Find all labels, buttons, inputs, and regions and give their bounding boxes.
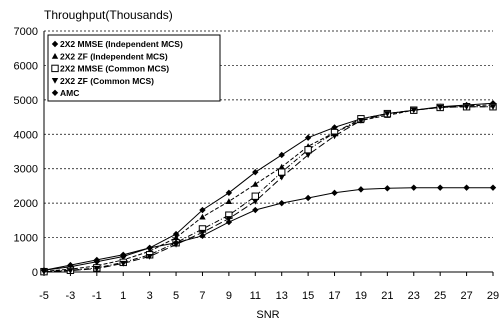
data-point	[489, 104, 497, 110]
data-point	[252, 181, 259, 187]
grid	[44, 30, 493, 238]
x-tick-label: 17	[328, 290, 340, 302]
data-point	[278, 151, 285, 159]
legend-marker	[51, 78, 59, 84]
data-point	[463, 184, 470, 191]
y-tick-label: 2000	[14, 198, 38, 210]
legend-label: 2X2 ZF (Independent MCS)	[60, 51, 168, 61]
chart-title: Throughput(Thousands)	[44, 8, 173, 22]
x-tick-label: 25	[434, 290, 446, 302]
legend-box	[47, 34, 221, 102]
legend-label: 2X2 ZF (Common MCS)	[60, 76, 154, 86]
legend: 2X2 MMSE (Independent MCS) 2X2 ZF (Indepe…	[47, 34, 221, 102]
data-point	[199, 206, 206, 214]
data-point	[384, 185, 391, 192]
data-point	[357, 186, 365, 193]
data-point	[278, 174, 285, 181]
data-point	[225, 189, 233, 197]
data-point	[463, 104, 470, 110]
data-point	[172, 230, 180, 238]
data-point	[120, 251, 127, 258]
data-point	[146, 253, 153, 260]
y-tick-label: 4000	[14, 129, 38, 141]
x-tick-label: 7	[199, 290, 205, 302]
x-tick-label: 21	[381, 290, 393, 302]
series-layer	[40, 100, 497, 276]
data-point	[436, 184, 444, 191]
y-tick-label: 6000	[14, 60, 38, 72]
data-point	[93, 256, 101, 264]
x-axis-title: SNR	[256, 309, 279, 321]
x-tick-label: 15	[302, 290, 314, 302]
data-point	[304, 134, 312, 141]
data-point	[489, 184, 497, 191]
data-point	[410, 107, 417, 114]
y-tick-label: 3000	[14, 164, 38, 176]
x-tick-label: 29	[487, 290, 499, 302]
series-line	[43, 187, 493, 271]
data-point	[199, 213, 206, 220]
data-point	[436, 104, 444, 111]
data-point	[304, 152, 312, 159]
data-point	[278, 168, 286, 176]
x-tick-label: 19	[355, 290, 367, 302]
series-line	[43, 106, 493, 273]
data-point	[40, 267, 48, 274]
data-point	[357, 117, 365, 124]
data-point	[304, 194, 312, 202]
data-point	[251, 192, 259, 200]
series-line	[43, 104, 494, 272]
data-point	[252, 206, 259, 214]
x-tick-label: 27	[460, 290, 472, 302]
data-point	[146, 244, 153, 252]
x-tick-label: 3	[147, 290, 153, 302]
legend-marker	[51, 40, 59, 48]
y-tick-label: 1000	[14, 233, 38, 245]
x-tick-label: 13	[276, 290, 288, 302]
legend-marker	[51, 64, 59, 73]
x-tick-label: -5	[39, 290, 49, 302]
legend-label: 2X2 MMSE (Independent MCS)	[60, 39, 183, 49]
data-point	[225, 218, 233, 226]
data-point	[120, 260, 127, 267]
data-point	[304, 146, 312, 154]
y-tick-label: 7000	[14, 26, 38, 38]
x-tick-label: 11	[250, 290, 261, 302]
data-point	[410, 184, 417, 191]
legend-label: AMC	[60, 88, 79, 98]
y-tick-label: 5000	[14, 95, 38, 107]
x-tick-label: 9	[226, 290, 232, 302]
x-tick-label: -3	[66, 290, 76, 302]
data-point	[331, 189, 338, 197]
x-tick-label: 1	[120, 290, 126, 302]
y-tick-label: 0	[32, 267, 38, 279]
x-tick-label: -1	[92, 290, 102, 302]
legend-marker	[51, 89, 59, 96]
legend-label: 2X2 MMSE (Common MCS)	[60, 64, 169, 74]
series-5	[40, 184, 497, 274]
data-point	[172, 239, 180, 246]
data-point	[67, 268, 74, 274]
data-point	[252, 198, 259, 205]
data-point	[93, 265, 101, 272]
data-point	[331, 133, 338, 140]
data-point	[252, 168, 259, 176]
data-point	[172, 234, 180, 241]
data-point	[278, 163, 285, 170]
data-point	[225, 198, 233, 204]
data-point	[67, 261, 74, 269]
legend-marker	[51, 53, 59, 59]
x-tick-label: 23	[408, 290, 420, 302]
data-point	[199, 232, 206, 240]
data-point	[384, 111, 391, 117]
data-point	[278, 199, 285, 207]
x-tick-label: 5	[173, 290, 179, 302]
